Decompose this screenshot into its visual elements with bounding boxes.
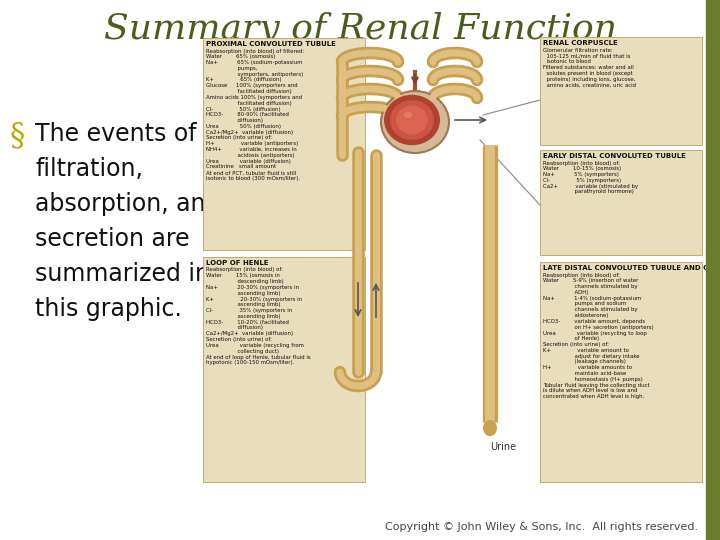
Text: filtration,: filtration,: [35, 157, 143, 181]
Text: Reabsorption (into blood) of:
Water        10-15% (osmosis)
Na+           5% (sy: Reabsorption (into blood) of: Water 10-1…: [543, 160, 638, 194]
Ellipse shape: [483, 420, 497, 436]
Text: LATE DISTAL CONVOLUTED TUBULE AND COLLECTING DUCT: LATE DISTAL CONVOLUTED TUBULE AND COLLEC…: [543, 265, 720, 271]
Text: Glomerular filtration rate:
  105-125 mL/min of fluid that is
  isotonic to bloo: Glomerular filtration rate: 105-125 mL/m…: [543, 48, 636, 87]
Text: The events of: The events of: [35, 122, 197, 146]
Text: LOOP OF HENLE: LOOP OF HENLE: [206, 260, 269, 266]
Text: EARLY DISTAL CONVOLUTED TUBULE: EARLY DISTAL CONVOLUTED TUBULE: [543, 153, 686, 159]
FancyBboxPatch shape: [540, 37, 702, 145]
FancyBboxPatch shape: [203, 257, 365, 482]
Text: Reabsorption (into blood) of:
Water        5-9% (insertion of water
            : Reabsorption (into blood) of: Water 5-9%…: [543, 273, 654, 399]
Text: Reabsorption (into blood) of filtered:
Water        65% (osmosis)
Na+           : Reabsorption (into blood) of filtered: W…: [206, 49, 304, 181]
Text: absorption, and: absorption, and: [35, 192, 220, 216]
Ellipse shape: [404, 112, 412, 118]
Text: Summary of Renal Function: Summary of Renal Function: [104, 12, 616, 46]
FancyBboxPatch shape: [203, 38, 365, 250]
Ellipse shape: [381, 91, 449, 153]
Text: Reabsorption (into blood) of:
Water        15% (osmosis in
                  des: Reabsorption (into blood) of: Water 15% …: [206, 267, 310, 365]
Text: Urine: Urine: [490, 442, 516, 452]
Text: Copyright © John Wiley & Sons, Inc.  All rights reserved.: Copyright © John Wiley & Sons, Inc. All …: [385, 522, 698, 532]
Text: §: §: [10, 120, 25, 151]
Text: RENAL CORPUSCLE: RENAL CORPUSCLE: [543, 40, 618, 46]
Text: this graphic.: this graphic.: [35, 297, 182, 321]
Bar: [706, 0, 720, 540]
Text: summarized in: summarized in: [35, 262, 210, 286]
Ellipse shape: [390, 100, 434, 140]
FancyBboxPatch shape: [540, 150, 702, 255]
FancyBboxPatch shape: [540, 262, 702, 482]
Ellipse shape: [384, 95, 440, 145]
Text: secretion are: secretion are: [35, 227, 189, 251]
Text: PROXIMAL CONVOLUTED TUBULE: PROXIMAL CONVOLUTED TUBULE: [206, 41, 336, 47]
Ellipse shape: [396, 106, 428, 134]
